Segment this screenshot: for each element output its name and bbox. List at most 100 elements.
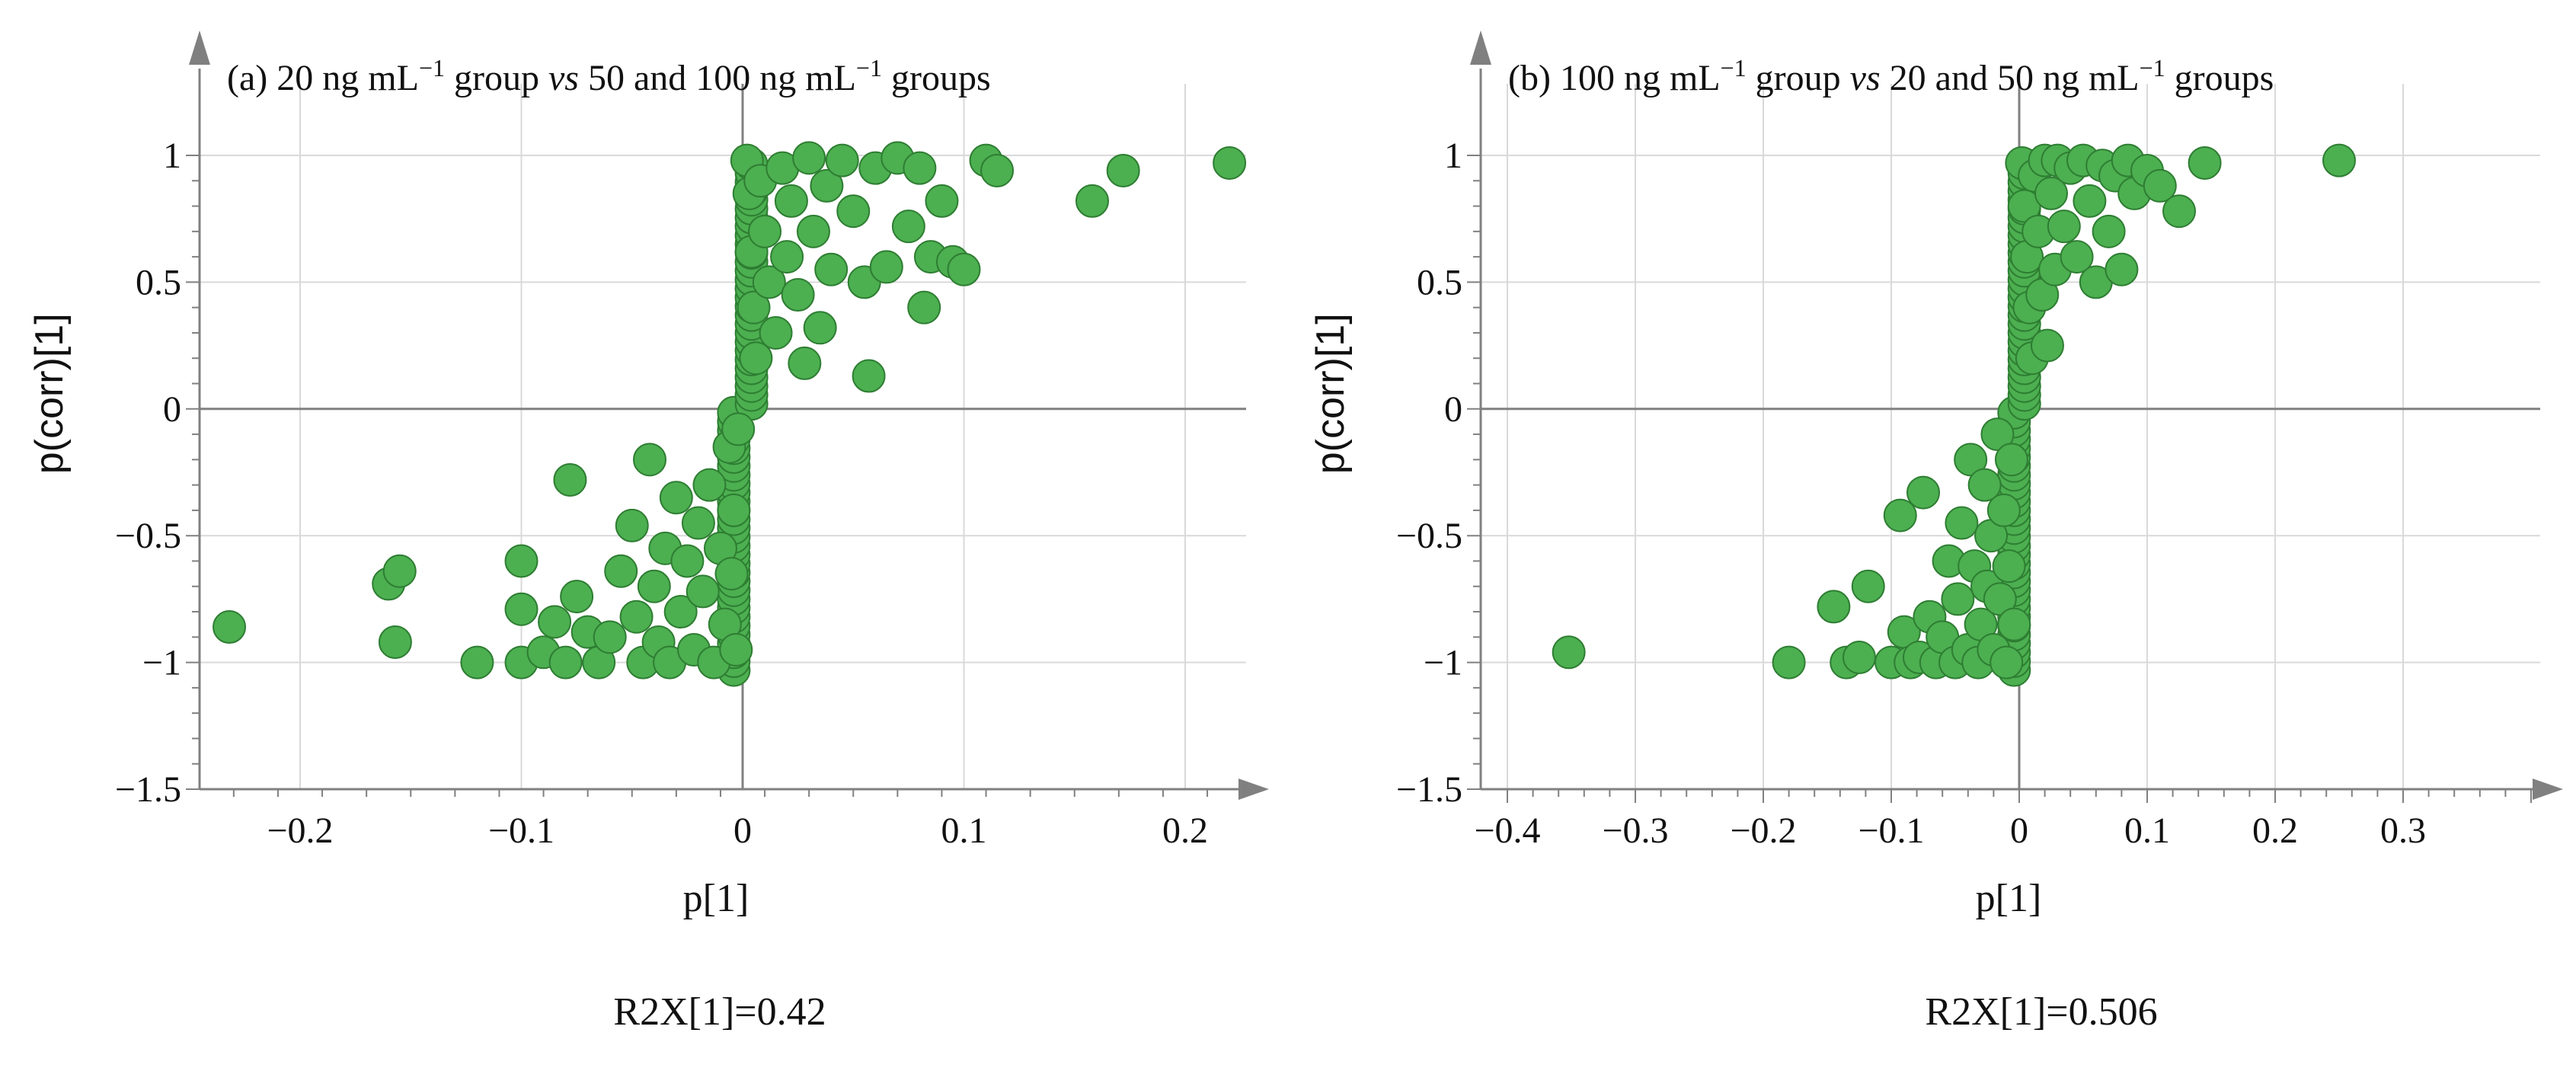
data-point [1817,590,1851,624]
x-tick-label: 0.1 [941,811,987,851]
data-point [1997,607,2031,641]
x-tick-label: 0.2 [2252,811,2298,851]
data-point [714,557,749,591]
x-tick-label: 0.3 [2380,811,2426,851]
data-point [2073,184,2107,218]
data-point [1986,493,2021,527]
data-point [1851,569,1885,603]
data-point [759,315,793,350]
y-tick-label: −1.5 [1396,769,1462,810]
data-point [213,610,247,644]
data-point [659,481,693,515]
x-tick-label: −0.4 [1474,811,1540,851]
y-axis-arrow [1470,30,1491,65]
data-point [814,252,849,286]
data-point [692,468,727,502]
y-tick-label: 0.5 [1417,262,1462,302]
x-tick-label: 0 [2010,811,2028,851]
y-tick-label: −0.5 [1396,516,1462,556]
data-point [810,168,844,203]
data-point [686,574,720,609]
data-point [1213,145,1247,180]
data-point [615,508,649,542]
x-tick-label: −0.2 [267,811,333,851]
title-part: vs [1850,58,1881,98]
data-points [1552,143,2356,687]
data-point [803,311,837,345]
data-point [891,209,925,244]
data-point [852,359,886,393]
data-point [836,194,871,229]
title-part: group [1747,58,1850,98]
data-point [1967,468,2002,502]
data-point [796,214,830,248]
data-point [637,569,671,603]
data-point [1983,582,2017,616]
data-point [1990,645,2024,679]
data-point [1945,506,1979,540]
x-tick-label: 0.1 [2124,811,2170,851]
data-point [1552,635,1586,670]
title-part: groups [882,58,991,98]
title-part: group [445,58,548,98]
title-part: 20 and 50 ng mL [1881,58,2140,98]
x-tick-label: −0.3 [1602,811,1668,851]
title-part: −1 [856,54,882,82]
panel-title: (a) 20 ng mL−1 group vs 50 and 100 ng mL… [227,54,991,98]
data-point [719,632,753,667]
data-point [382,554,417,588]
panel-b-scatter-plot: 1 0.5 0 −0.5 −1 −1.5 −0.4 −0.3 −0.2 −0.1 0 0.1 0.2 0.… [1309,30,2563,1034]
data-point [2034,176,2068,210]
title-part: −1 [419,54,445,82]
data-point [632,443,666,477]
data-point [1980,417,2015,452]
data-point [2060,240,2094,274]
data-point [717,493,751,527]
data-point [548,645,583,679]
y-tick-label: 0 [163,389,181,430]
panel-a-scatter-plot: 1 0.5 0 −0.5 −1 −1.5 −0.2 −0.1 0 0.1 0.2 p(corr)[1]… [27,30,1269,1034]
data-point [980,153,1015,187]
data-point [670,544,705,578]
y-axis-label: p(corr)[1] [27,313,72,474]
data-point [770,240,804,274]
data-point [721,412,756,446]
y-tick-label: 1 [163,136,181,176]
data-point [504,544,539,578]
x-tick-label: 0 [733,811,752,851]
data-point [1941,582,1975,616]
r2x-label: R2X[1]=0.42 [613,990,826,1034]
data-point [2188,145,2222,180]
data-point [538,605,572,639]
y-tick-label: 1 [1444,136,1462,176]
data-point [907,290,941,325]
data-point [2143,168,2177,203]
y-tick-label: 0 [1444,389,1462,430]
data-point [781,278,815,312]
data-point [1106,153,1140,187]
data-point [1075,184,1109,218]
title-part: groups [2165,58,2274,98]
data-point [1954,443,1988,477]
y-tick-label: −1.5 [115,769,181,810]
y-axis-label: p(corr)[1] [1309,313,1353,474]
data-point [1772,645,1806,679]
data-point [925,184,959,218]
data-point [788,346,822,380]
data-point [1994,443,2028,477]
title-part: 50 and 100 ng mL [579,58,856,98]
data-point [825,143,859,177]
data-point [2105,252,2139,286]
data-point [1906,475,1940,510]
y-tick-label: −1 [142,643,181,683]
data-point [2092,214,2126,248]
title-part: −1 [1721,54,1747,82]
x-tick-label: −0.1 [1858,811,1924,851]
data-point [553,462,587,497]
x-axis-label: p[1] [1976,877,2042,920]
x-tick-label: −0.2 [1730,811,1796,851]
data-point [748,214,782,248]
x-axis-arrow [1238,779,1269,800]
r2x-label: R2X[1]=0.506 [1925,990,2157,1034]
